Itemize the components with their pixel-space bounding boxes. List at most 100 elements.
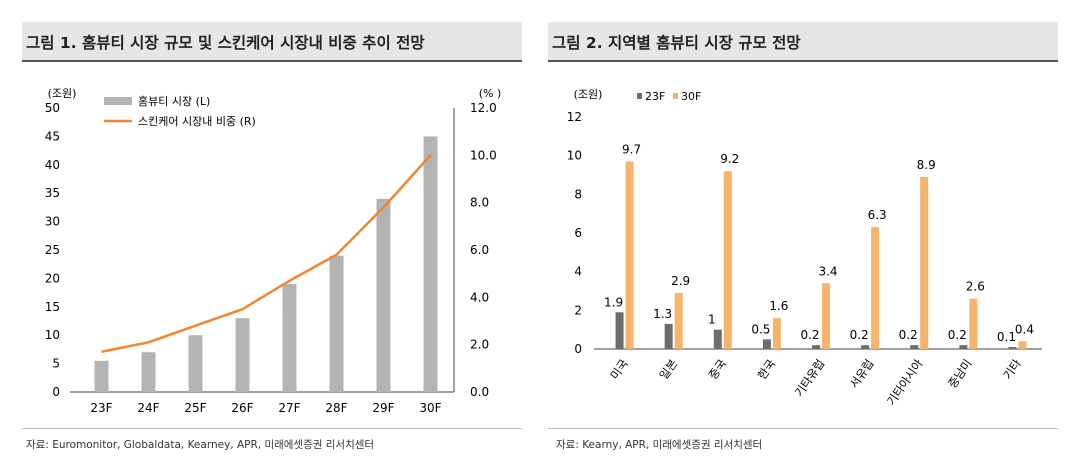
bar-23f (713, 329, 722, 349)
x-tick-label: 미국 (607, 357, 631, 382)
chart-title-bar: 그림 1. 홈뷰티 시장 규모 및 스킨케어 시장내 비중 추이 전망 (22, 22, 522, 62)
left-tick-label: 40 (45, 158, 60, 172)
y-tick-label: 10 (567, 149, 582, 163)
left-axis-unit: (조원) (48, 87, 77, 100)
legend-label: 23F (645, 90, 665, 103)
bar-23f (861, 345, 870, 349)
chart-2-svg: (조원) 0 2 4 6 8 10 12 1.9 9.7 미국 1.3 2.9 일본 1 9.2 중국 0.5 1.… (567, 88, 1042, 408)
data-label-30f: 0.4 (1015, 322, 1034, 336)
x-tick-label: 29F (372, 401, 394, 415)
legend-swatch-30f (673, 93, 678, 99)
bar-home-beauty (188, 335, 203, 392)
bar-home-beauty (141, 352, 156, 392)
left-tick-label: 25 (45, 243, 60, 257)
data-label-23f: 0.2 (948, 328, 967, 342)
bar-30f (920, 176, 929, 349)
data-label-23f: 0.2 (850, 328, 869, 342)
left-tick-label: 10 (45, 328, 60, 342)
y-tick-label: 0 (574, 342, 582, 356)
x-tick-label: 23F (90, 401, 112, 415)
left-tick-label: 50 (45, 101, 60, 115)
x-tick-label: 24F (137, 401, 159, 415)
left-tick-label: 15 (45, 300, 60, 314)
chart-1-svg: (조원) (% ) 0 5 10 15 20 25 30 35 40 45 50 0.0 2.0 4.0 6.0… (45, 87, 502, 415)
left-tick-label: 30 (45, 215, 60, 229)
data-label-23f: 1.3 (653, 307, 672, 321)
left-tick-label: 5 (52, 357, 60, 371)
bar-23f (959, 345, 968, 349)
x-tick-label: 30F (419, 401, 441, 415)
right-tick-label: 6.0 (470, 243, 489, 257)
bar-home-beauty (423, 136, 438, 392)
legend-label: 홈뷰티 시장 (L) (138, 94, 210, 108)
y-tick-label: 2 (574, 303, 582, 317)
bar-30f (871, 227, 880, 349)
line-skincare-share (101, 154, 432, 353)
bar-30f (625, 161, 634, 349)
right-tick-label: 8.0 (470, 196, 489, 210)
data-label-30f: 1.6 (769, 299, 788, 313)
x-tick-label: 기타 (1000, 356, 1024, 382)
left-tick-label: 0 (52, 385, 60, 399)
y-tick-label: 6 (574, 226, 582, 240)
left-tick-label: 45 (45, 129, 60, 143)
bar-23f (664, 323, 673, 349)
right-axis-unit: (% ) (479, 87, 502, 100)
chart-source: 자료: Kearny, APR, 미래에셋증권 리서치센터 (556, 439, 763, 451)
bar-30f (723, 171, 732, 349)
y-axis-unit: (조원) (574, 88, 603, 101)
x-tick-label: 일본 (657, 357, 681, 382)
right-tick-label: 4.0 (470, 290, 489, 304)
x-tick-label: 26F (231, 401, 253, 415)
left-tick-label: 20 (45, 271, 60, 285)
y-tick-label: 8 (574, 187, 582, 201)
legend-label: 30F (681, 90, 701, 103)
bar-30f (969, 298, 978, 349)
data-label-30f: 2.9 (671, 274, 690, 288)
bar-23f (762, 339, 771, 349)
bar-30f (674, 292, 683, 349)
x-tick-label: 기타아시아 (884, 356, 926, 408)
data-label-30f: 9.2 (720, 152, 739, 166)
x-tick-label: 25F (184, 401, 206, 415)
bar-23f (615, 312, 624, 349)
data-label-30f: 6.3 (868, 208, 887, 222)
y-tick-label: 12 (567, 110, 582, 124)
legend-swatch-23f (637, 93, 642, 99)
data-label-30f: 3.4 (818, 264, 837, 278)
x-tick-label: 28F (325, 401, 347, 415)
chart-title-bar: 그림 2. 지역별 홈뷰티 시장 규모 전망 (548, 22, 1058, 62)
data-label-23f: 1.9 (604, 295, 623, 309)
divider (548, 428, 1058, 429)
chart-title: 그림 2. 지역별 홈뷰티 시장 규모 전망 (552, 34, 801, 52)
bar-30f (772, 318, 781, 349)
data-label-30f: 9.7 (622, 142, 641, 156)
right-tick-label: 2.0 (470, 338, 489, 352)
chart-title: 그림 1. 홈뷰티 시장 규모 및 스킨케어 시장내 비중 추이 전망 (26, 34, 425, 52)
bar-30f (822, 283, 830, 349)
divider (22, 428, 522, 429)
y-tick-label: 4 (574, 265, 582, 279)
x-tick-label: 중남미 (945, 357, 975, 391)
x-tick-label: 한국 (755, 357, 779, 382)
x-tick-label: 27F (278, 401, 300, 415)
right-tick-label: 12.0 (470, 101, 497, 115)
bar-30f (1018, 341, 1027, 349)
bar-home-beauty (329, 255, 344, 392)
data-label-30f: 8.9 (917, 158, 936, 172)
data-label-23f: 0.2 (800, 328, 819, 342)
bar-home-beauty (94, 360, 109, 392)
bar-home-beauty (282, 284, 297, 392)
bar-23f (812, 345, 820, 349)
bar-23f (910, 345, 919, 349)
bar-home-beauty (376, 198, 391, 392)
data-label-23f: 0.2 (899, 328, 918, 342)
bar-23f (1008, 347, 1017, 349)
data-label-23f: 1 (708, 313, 716, 327)
left-tick-label: 35 (45, 186, 60, 200)
data-label-30f: 2.6 (966, 280, 985, 294)
right-tick-label: 0.0 (470, 385, 489, 399)
x-tick-label: 기타유럽 (792, 357, 828, 400)
right-tick-label: 10.0 (470, 148, 497, 162)
chart-source: 자료: Euromonitor, Globaldata, Kearney, AP… (26, 439, 375, 451)
